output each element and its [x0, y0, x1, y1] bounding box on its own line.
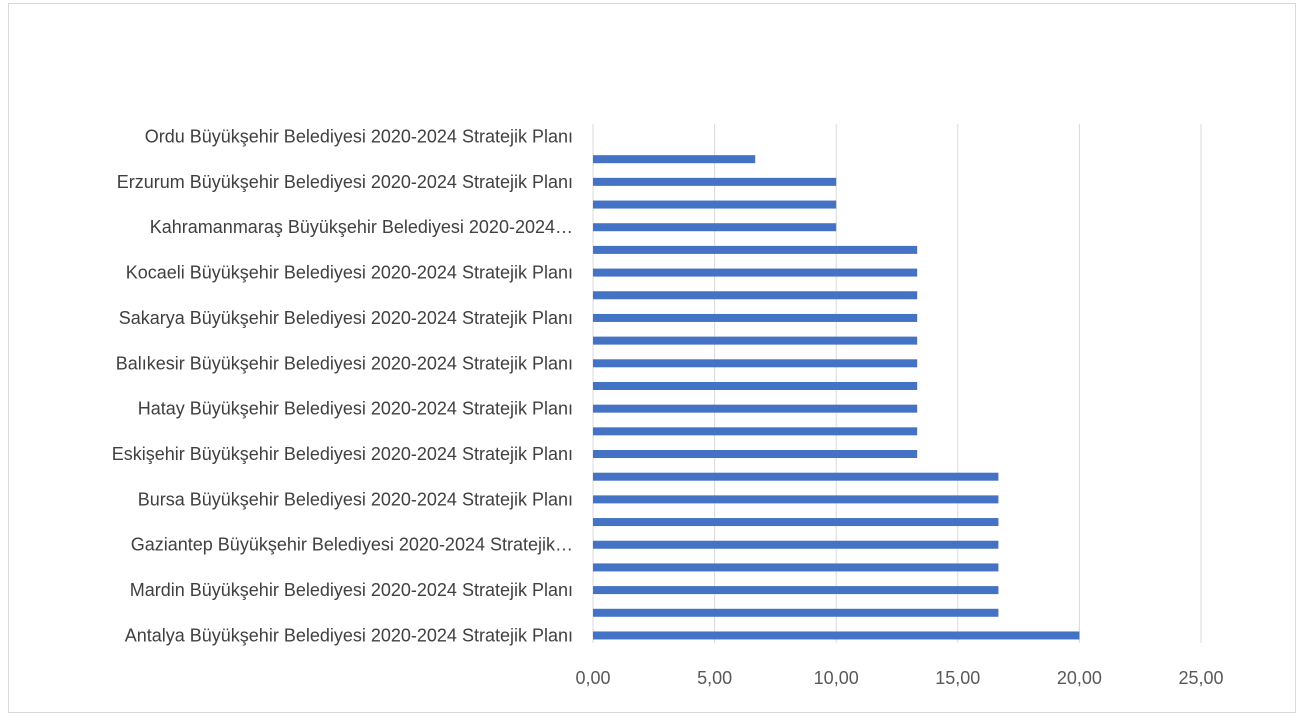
bar	[593, 336, 918, 345]
bar	[593, 177, 837, 186]
x-tick-label: 20,00	[1057, 668, 1102, 688]
bar	[593, 518, 999, 527]
x-tick-label: 10,00	[814, 668, 859, 688]
category-label: Balıkesir Büyükşehir Belediyesi 2020-202…	[116, 353, 573, 373]
category-label: Ordu Büyükşehir Belediyesi 2020-2024 Str…	[145, 127, 573, 147]
category-label: Mardin Büyükşehir Belediyesi 2020-2024 S…	[130, 580, 573, 600]
category-label: Gaziantep Büyükşehir Belediyesi 2020-202…	[131, 535, 573, 555]
bar	[593, 586, 999, 595]
x-axis-tick-labels: 0,00 5,00 10,00 15,00 20,00 25,00	[575, 668, 1223, 688]
x-tick-label: 0,00	[575, 668, 610, 688]
bar	[593, 359, 918, 368]
category-label: Eskişehir Büyükşehir Belediyesi 2020-202…	[112, 444, 573, 464]
bar	[593, 631, 1080, 640]
bar	[593, 155, 756, 164]
category-label: Bursa Büyükşehir Belediyesi 2020-2024 St…	[138, 489, 573, 509]
bar	[593, 540, 999, 549]
x-tick-label: 5,00	[697, 668, 732, 688]
bar	[593, 200, 837, 209]
bar	[593, 450, 918, 459]
bar	[593, 563, 999, 572]
bar	[593, 223, 837, 232]
category-label: Kocaeli Büyükşehir Belediyesi 2020-2024 …	[126, 263, 573, 283]
bar	[593, 427, 918, 436]
bars	[593, 155, 1080, 640]
bar	[593, 268, 918, 277]
chart-frame	[8, 3, 1296, 713]
category-label: Hatay Büyükşehir Belediyesi 2020-2024 St…	[138, 399, 573, 419]
x-tick-label: 25,00	[1178, 668, 1223, 688]
bar	[593, 495, 999, 504]
bar	[593, 381, 918, 390]
category-label: Antalya Büyükşehir Belediyesi 2020-2024 …	[125, 625, 573, 645]
category-label: Sakarya Büyükşehir Belediyesi 2020-2024 …	[119, 308, 573, 328]
category-label: Erzurum Büyükşehir Belediyesi 2020-2024 …	[117, 172, 573, 192]
grid-lines	[592, 124, 1202, 643]
bar	[593, 245, 918, 254]
bar	[593, 313, 918, 322]
category-labels: Ordu Büyükşehir Belediyesi 2020-2024 Str…	[112, 127, 573, 646]
category-label: Kahramanmaraş Büyükşehir Belediyesi 2020…	[150, 217, 573, 237]
bar	[593, 291, 918, 300]
x-tick-label: 15,00	[935, 668, 980, 688]
bar	[593, 608, 999, 617]
bar	[593, 404, 918, 413]
bar	[593, 472, 999, 481]
